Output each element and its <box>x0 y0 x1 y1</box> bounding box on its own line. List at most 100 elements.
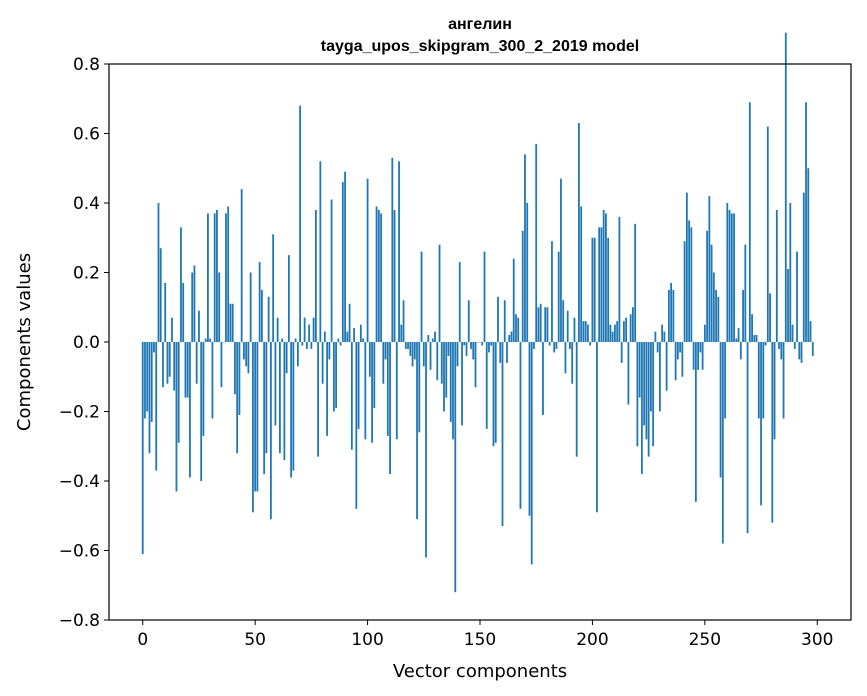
bar-268 <box>744 244 747 342</box>
bar-127 <box>427 335 430 342</box>
bar-95 <box>355 342 358 509</box>
bar-206 <box>605 213 607 342</box>
bar-76 <box>312 317 315 342</box>
bar-88 <box>339 342 342 346</box>
bar-232 <box>663 331 666 342</box>
bar-90 <box>344 171 346 342</box>
bar-253 <box>710 244 713 342</box>
bar-190 <box>569 342 571 349</box>
bar-207 <box>607 237 610 342</box>
bar-279 <box>769 293 771 342</box>
bar-45 <box>243 342 245 360</box>
bar-91 <box>346 331 349 342</box>
bar-78 <box>317 342 320 457</box>
bar-25 <box>198 310 200 342</box>
bar-96 <box>357 342 360 429</box>
bar-62 <box>281 338 284 342</box>
bar-15 <box>175 342 178 492</box>
bar-249 <box>701 342 704 370</box>
bar-6 <box>155 342 158 471</box>
y-tick-label: −0.2 <box>59 403 100 423</box>
bar-146 <box>470 342 472 349</box>
bar-290 <box>793 342 796 349</box>
chart-subtitle: tayga_upos_skipgram_300_2_2019 model <box>321 38 639 55</box>
x-tick-label: 300 <box>801 630 833 650</box>
bar-228 <box>654 331 657 342</box>
bar-18 <box>182 282 185 342</box>
bar-257 <box>719 342 722 478</box>
bar-85 <box>332 342 335 412</box>
bar-139 <box>454 342 457 593</box>
bar-103 <box>373 342 376 409</box>
bar-151 <box>481 342 484 346</box>
bar-99 <box>364 342 367 440</box>
bar-246 <box>694 342 697 502</box>
bar-164 <box>510 331 513 342</box>
bar-286 <box>784 32 787 342</box>
bar-223 <box>643 342 646 426</box>
bar-189 <box>566 310 569 342</box>
bar-250 <box>703 324 706 343</box>
bar-219 <box>634 223 637 342</box>
bar-274 <box>757 342 760 419</box>
bar-263 <box>733 213 735 342</box>
bar-75 <box>310 342 313 349</box>
bar-241 <box>683 241 686 342</box>
bar-8 <box>159 248 162 342</box>
bar-106 <box>380 213 382 342</box>
bar-9 <box>162 342 164 388</box>
bar-262 <box>730 213 733 342</box>
bar-74 <box>308 324 311 343</box>
bar-63 <box>283 342 286 461</box>
bar-266 <box>739 342 742 360</box>
bar-11 <box>166 342 169 384</box>
bar-201 <box>593 237 596 342</box>
bar-120 <box>411 342 414 367</box>
bar-154 <box>488 342 490 353</box>
bar-185 <box>557 251 560 342</box>
bar-68 <box>294 338 297 342</box>
bar-183 <box>553 342 556 353</box>
bar-77 <box>314 209 317 342</box>
bar-280 <box>771 342 774 523</box>
bar-80 <box>321 342 324 384</box>
bar-188 <box>564 342 567 374</box>
bar-108 <box>384 342 387 360</box>
bar-138 <box>452 342 454 440</box>
bar-83 <box>328 342 331 360</box>
bar-275 <box>760 342 762 506</box>
bar-4 <box>150 342 153 422</box>
bar-242 <box>685 192 688 342</box>
bar-176 <box>537 307 540 342</box>
bar-174 <box>533 342 535 349</box>
bar-19 <box>184 342 187 398</box>
bar-256 <box>717 296 720 342</box>
bar-94 <box>353 328 355 342</box>
bar-197 <box>584 321 587 342</box>
bar-101 <box>368 342 371 377</box>
y-axis-label: Components values <box>14 253 35 431</box>
bar-67 <box>292 342 295 471</box>
bar-180 <box>546 307 549 342</box>
bar-143 <box>463 342 466 346</box>
bar-259 <box>724 342 726 419</box>
bar-26 <box>200 342 203 481</box>
bar-284 <box>780 342 783 360</box>
bar-87 <box>337 338 340 342</box>
bar-271 <box>751 314 753 342</box>
bar-7 <box>157 203 160 342</box>
bar-59 <box>274 342 277 426</box>
bar-287 <box>787 269 789 342</box>
bar-66 <box>290 342 293 478</box>
bar-211 <box>616 321 619 342</box>
bar-179 <box>544 307 547 342</box>
bar-13 <box>171 317 173 342</box>
bar-10 <box>164 282 167 342</box>
bar-247 <box>697 342 699 370</box>
bar-134 <box>443 342 445 412</box>
bar-203 <box>598 227 601 342</box>
bar-110 <box>389 342 391 475</box>
bar-153 <box>485 342 488 429</box>
bar-231 <box>661 324 664 343</box>
bar-181 <box>548 342 551 346</box>
